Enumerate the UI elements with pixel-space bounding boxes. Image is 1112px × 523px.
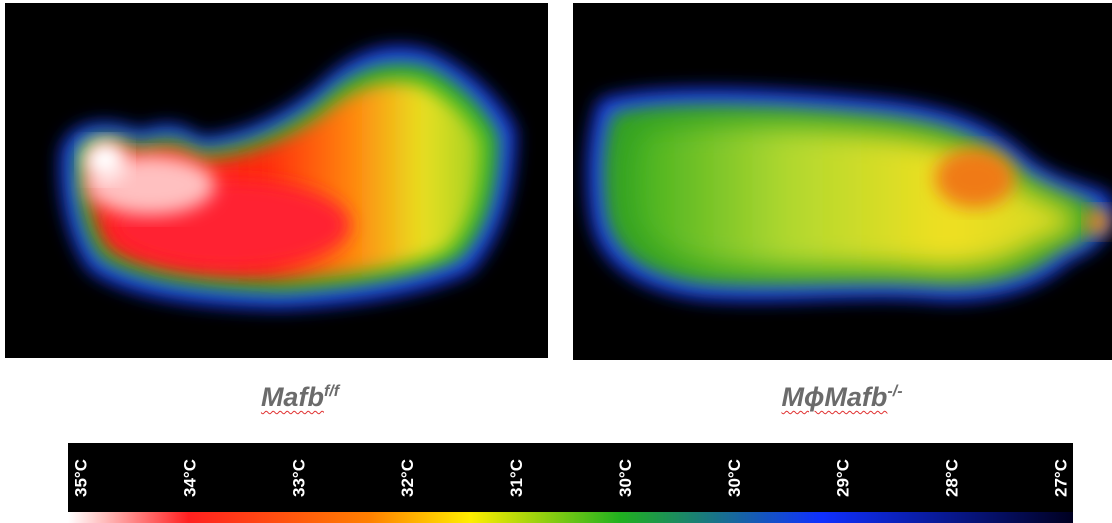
thermal-figure: 35°C 34°C 33°C 32°C 31°C 30°C 30°C 29°C 28°C 27°C [0,0,1112,523]
scale-label: 30°C [725,459,744,497]
caption-left: Mafbf/f [261,382,339,413]
caption-text: Mafb [261,382,324,412]
scale-label: 28°C [943,459,962,497]
scale-label: 32°C [398,459,417,497]
scale-label: 30°C [616,459,635,497]
caption-superscript: f/f [324,383,339,400]
scale-label: 31°C [507,459,526,497]
scale-label: 35°C [71,459,90,497]
scale-label: 27°C [1051,459,1070,497]
caption-text: MϕMafb [781,382,887,412]
color-scale-gradient [68,512,1073,523]
figure: 35°C 34°C 33°C 32°C 31°C 30°C 30°C 29°C 28°C 27°C… [0,0,1112,523]
scale-label: 33°C [289,459,308,497]
color-scale [68,443,1073,513]
caption-right: MϕMafb-/- [781,382,902,413]
caption-superscript: -/- [887,383,902,400]
scale-label: 29°C [834,459,853,497]
scale-label: 34°C [180,459,199,497]
